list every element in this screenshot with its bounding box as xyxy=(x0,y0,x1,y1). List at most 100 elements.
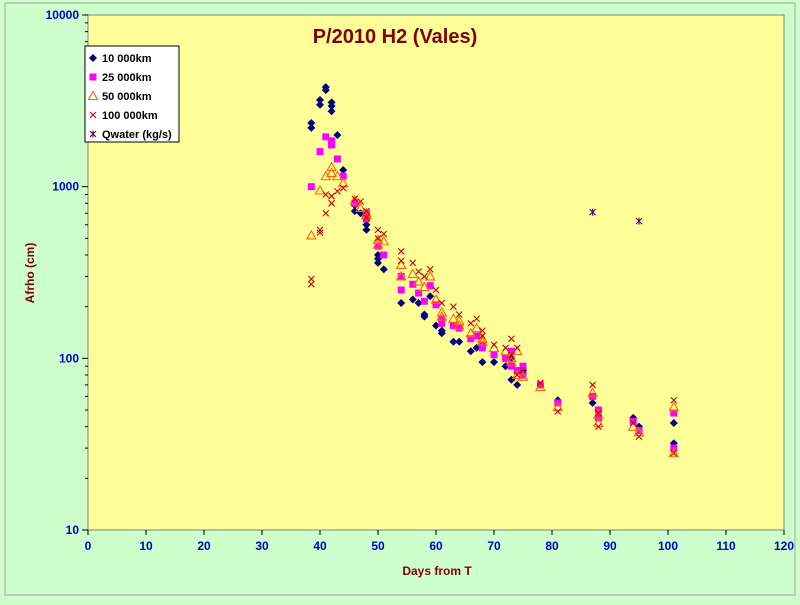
data-point xyxy=(476,336,488,346)
data-point xyxy=(408,295,417,304)
data-point xyxy=(450,303,457,311)
data-point xyxy=(670,396,678,404)
data-point xyxy=(374,242,382,250)
data-point xyxy=(595,409,602,417)
data-point xyxy=(430,293,442,304)
data-point xyxy=(326,161,338,172)
data-point xyxy=(536,381,544,389)
data-point xyxy=(397,257,405,265)
data-point xyxy=(449,322,457,330)
data-point xyxy=(409,259,417,267)
data-point xyxy=(513,344,521,352)
data-point xyxy=(420,312,429,321)
data-point xyxy=(627,421,639,431)
data-point xyxy=(316,100,324,109)
data-point xyxy=(471,322,483,333)
data-point xyxy=(351,199,359,207)
data-point xyxy=(307,118,316,127)
data-point xyxy=(327,107,336,116)
data-point xyxy=(449,337,458,346)
data-point xyxy=(357,198,364,205)
legend-marker xyxy=(87,90,99,101)
data-point xyxy=(334,187,341,195)
data-point xyxy=(502,354,510,362)
legend-label: 25 000km xyxy=(102,72,152,84)
data-point xyxy=(513,371,521,379)
data-point xyxy=(363,214,370,222)
legend-box xyxy=(84,45,180,143)
data-point xyxy=(588,398,597,407)
data-point xyxy=(414,299,423,308)
data-point xyxy=(337,177,349,188)
legend-marker xyxy=(89,130,97,138)
data-point xyxy=(322,191,330,198)
data-point xyxy=(635,217,643,225)
data-point xyxy=(397,247,405,255)
data-point xyxy=(490,351,498,359)
data-point xyxy=(314,184,326,195)
data-point xyxy=(472,343,481,352)
x-tick-label: 50 xyxy=(371,539,385,553)
data-point xyxy=(432,286,440,294)
data-point xyxy=(322,133,330,141)
legend-label: Qwater (kg/s) xyxy=(102,129,172,141)
data-point xyxy=(397,272,405,280)
data-point xyxy=(380,251,388,259)
x-tick-label: 40 xyxy=(313,539,327,553)
data-point xyxy=(339,172,347,180)
data-point xyxy=(473,332,481,340)
data-point xyxy=(395,259,407,269)
data-point xyxy=(554,408,562,415)
data-point xyxy=(413,275,425,286)
data-point xyxy=(455,324,463,332)
data-point xyxy=(362,209,370,217)
data-point xyxy=(407,268,419,279)
data-point xyxy=(397,299,406,308)
data-point xyxy=(519,371,527,379)
data-point xyxy=(670,449,678,457)
data-point xyxy=(397,286,405,294)
data-point xyxy=(438,315,446,323)
data-point xyxy=(321,83,330,92)
x-tick-label: 110 xyxy=(716,539,736,553)
x-tick-label: 100 xyxy=(658,539,678,553)
data-point xyxy=(519,362,527,370)
series-2 xyxy=(305,161,680,458)
data-point xyxy=(316,95,324,104)
legend-label: 100 000km xyxy=(102,110,158,122)
data-point xyxy=(372,234,384,244)
data-point xyxy=(502,344,509,352)
chart-title: P/2010 H2 (Vales) xyxy=(313,26,478,48)
data-point xyxy=(507,347,515,355)
data-point xyxy=(507,375,516,384)
legend-marker xyxy=(89,111,97,119)
data-point xyxy=(629,419,637,427)
data-point xyxy=(307,123,316,132)
data-point xyxy=(426,265,434,273)
data-point xyxy=(307,183,315,191)
data-point xyxy=(589,208,596,216)
data-point xyxy=(316,148,324,156)
data-point xyxy=(362,225,371,234)
data-point xyxy=(378,235,390,246)
plot-area xyxy=(87,14,785,531)
data-point xyxy=(505,356,517,367)
data-point xyxy=(473,315,480,323)
data-point xyxy=(505,352,517,363)
y-tick-label: 10 xyxy=(66,523,80,537)
data-point xyxy=(316,226,324,234)
data-point xyxy=(466,347,475,356)
data-point xyxy=(328,137,336,145)
data-point xyxy=(426,292,435,301)
data-point xyxy=(415,268,422,276)
data-point xyxy=(432,321,440,330)
y-axis-label: Afrho (cm) xyxy=(23,243,37,304)
legend-label: 50 000km xyxy=(102,91,152,103)
data-point xyxy=(420,297,428,305)
data-point xyxy=(490,358,498,367)
data-point xyxy=(374,226,382,234)
data-point xyxy=(328,141,336,149)
data-point xyxy=(670,409,678,417)
data-point xyxy=(374,234,382,242)
data-point xyxy=(331,170,343,181)
